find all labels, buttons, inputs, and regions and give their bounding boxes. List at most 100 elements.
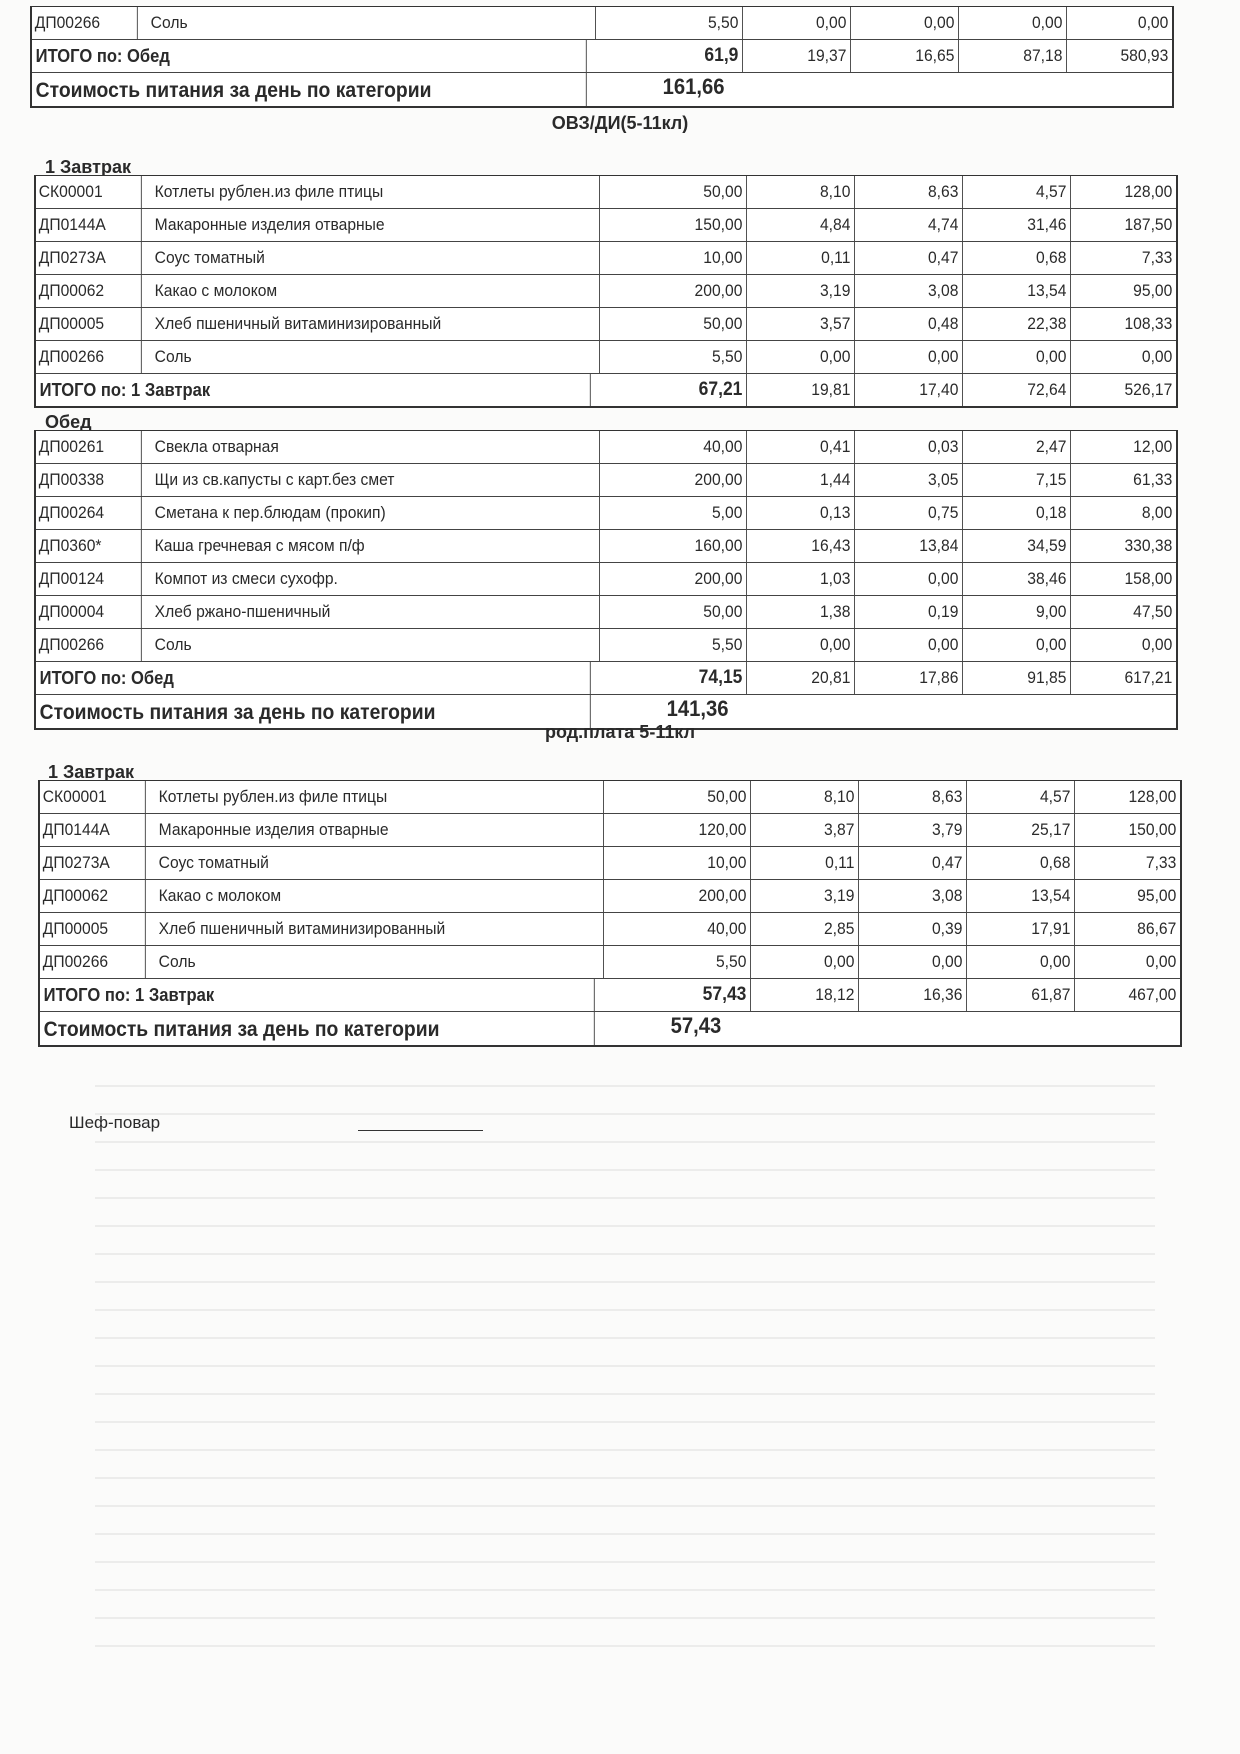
table-row: ДП00266 Соль 5,50 0,00 0,00 0,00 0,00: [36, 341, 1176, 374]
nutrition-value: 8,63: [868, 781, 967, 813]
total-value: 74,15: [648, 662, 747, 694]
nutrition-value: 5,00: [648, 497, 747, 529]
dish-code: ДП0273А: [40, 847, 146, 879]
dish-code: ДП00005: [36, 308, 142, 340]
table-row: ДП00266 Соль 5,50 0,00 0,00 0,00 0,00: [40, 946, 1180, 979]
nutrition-value: 1,44: [756, 464, 855, 496]
menu-table: СК00001 Котлеты рублен.из филе птицы 50,00…: [38, 780, 1182, 1047]
dish-name: Соус томатный: [151, 242, 600, 274]
total-row: ИТОГО по: Обед 61,9 19,37 16,65 87,18 580,93: [32, 40, 1172, 73]
daily-cost-row: Стоимость питания за день по категории 14…: [36, 695, 1176, 728]
nutrition-value: 10,00: [652, 847, 751, 879]
dish-code: СК00001: [40, 781, 146, 813]
table-row: ДП00004 Хлеб ржано-пшеничный 50,00 1,38 0,19…: [36, 596, 1176, 629]
nutrition-value: 150,00: [1128, 820, 1177, 839]
dish-name: Хлеб пшеничный витаминизированный: [151, 308, 600, 340]
nutrition-value: 7,15: [972, 464, 1071, 496]
nutrition-value: 3,19: [760, 880, 859, 912]
nutrition-value: 13,84: [864, 530, 963, 562]
nutrition-value: 0,11: [760, 847, 859, 879]
nutrition-value: 1,03: [756, 563, 855, 595]
total-label: ИТОГО по: 1 Завтрак: [40, 979, 595, 1011]
nutrition-value: 31,46: [972, 209, 1071, 241]
dish-name: Макаронные изделия отварные: [151, 209, 600, 241]
nutrition-value: 0,00: [760, 946, 859, 978]
category-heading: ОВЗ/ДИ(5-11кл): [551, 113, 689, 133]
signature-label: Шеф-повар: [69, 1113, 161, 1132]
nutrition-value: 8,10: [756, 176, 855, 208]
total-value: 18,12: [760, 979, 859, 1011]
nutrition-value: 200,00: [648, 563, 747, 595]
dish-code: ДП00062: [36, 275, 142, 307]
nutrition-value: 13,54: [976, 880, 1075, 912]
daily-cost-row: Стоимость питания за день по категории 57…: [40, 1012, 1180, 1045]
nutrition-value: 7,33: [1145, 853, 1177, 872]
dish-name: Котлеты рублен.из филе птицы: [151, 176, 600, 208]
dish-name: Соль: [151, 629, 600, 661]
nutrition-value: 34,59: [972, 530, 1071, 562]
nutrition-value: 0,00: [1141, 635, 1173, 654]
dish-name: Хлеб пшеничный витаминизированный: [155, 913, 604, 945]
nutrition-value: 5,50: [648, 341, 747, 373]
daily-cost-value: 141,36: [666, 696, 729, 721]
dish-name: Соль: [151, 341, 600, 373]
nutrition-value: 5,50: [648, 629, 747, 661]
dish-code: ДП00266: [32, 7, 138, 39]
nutrition-value: 0,75: [864, 497, 963, 529]
nutrition-value: 9,00: [972, 596, 1071, 628]
total-value: 67,21: [648, 374, 747, 406]
dish-code: ДП00266: [36, 341, 142, 373]
dish-name: Щи из св.капусты с карт.без смет: [151, 464, 600, 496]
nutrition-value: 187,50: [1124, 215, 1173, 234]
nutrition-value: 10,00: [648, 242, 747, 274]
table-row: ДП0273А Соус томатный 10,00 0,11 0,47 0,68 7,3…: [36, 242, 1176, 275]
nutrition-value: 0,19: [864, 596, 963, 628]
nutrition-value: 4,57: [972, 176, 1071, 208]
nutrition-value: 0,11: [756, 242, 855, 274]
table-row: ДП00124 Компот из смеси сухофр. 200,00 1,03…: [36, 563, 1176, 596]
dish-code: СК00001: [36, 176, 142, 208]
total-value: 61,9: [644, 40, 743, 72]
nutrition-value: 4,57: [976, 781, 1075, 813]
nutrition-value: 3,79: [868, 814, 967, 846]
dish-code: ДП00264: [36, 497, 142, 529]
nutrition-value: 0,00: [756, 341, 855, 373]
nutrition-value: 22,38: [972, 308, 1071, 340]
table-row: ДП00266 Соль 5,50 0,00 0,00 0,00 0,00: [36, 629, 1176, 662]
nutrition-value: 200,00: [652, 880, 751, 912]
dish-code: ДП0273А: [36, 242, 142, 274]
table-row: ДП00005 Хлеб пшеничный витаминизированный…: [40, 913, 1180, 946]
table-row: ДП0360* Каша гречневая с мясом п/ф 160,00 1…: [36, 530, 1176, 563]
nutrition-value: 0,00: [756, 629, 855, 661]
total-value: 617,21: [1124, 668, 1173, 687]
daily-cost-label: Стоимость питания за день по категории: [32, 73, 587, 106]
category-heading: род.плата 5-11кл: [544, 722, 696, 742]
nutrition-value: 8,00: [1141, 503, 1173, 522]
daily-cost-row: Стоимость питания за день по категории 16…: [32, 73, 1172, 106]
nutrition-value: 40,00: [652, 913, 751, 945]
table-row: СК00001 Котлеты рублен.из филе птицы 50,00…: [40, 781, 1180, 814]
total-value: 19,81: [756, 374, 855, 406]
total-label: ИТОГО по: Обед: [32, 40, 587, 72]
table-row: ДП00005 Хлеб пшеничный витаминизированный…: [36, 308, 1176, 341]
table-row: ДП00062 Какао с молоком 200,00 3,19 3,08 13,5…: [36, 275, 1176, 308]
dish-name: Котлеты рублен.из филе птицы: [155, 781, 604, 813]
nutrition-value: 50,00: [648, 308, 747, 340]
nutrition-value: 0,48: [864, 308, 963, 340]
total-value: 467,00: [1128, 985, 1177, 1004]
nutrition-value: 0,41: [756, 431, 855, 463]
nutrition-value: 0,00: [972, 341, 1071, 373]
nutrition-value: 3,08: [864, 275, 963, 307]
meal-section-title: 1 Завтрак: [45, 157, 131, 177]
dish-code: ДП00266: [36, 629, 142, 661]
nutrition-value: 8,63: [864, 176, 963, 208]
table-row: ДП00338 Щи из св.капусты с карт.без смет 2…: [36, 464, 1176, 497]
daily-cost-value: 57,43: [670, 1013, 722, 1038]
dish-name: Соль: [155, 946, 604, 978]
nutrition-value: 128,00: [1128, 787, 1177, 806]
nutrition-value: 47,50: [1133, 602, 1173, 621]
nutrition-value: 4,84: [756, 209, 855, 241]
nutrition-value: 50,00: [652, 781, 751, 813]
nutrition-value: 13,54: [972, 275, 1071, 307]
total-value: 16,65: [860, 40, 959, 72]
